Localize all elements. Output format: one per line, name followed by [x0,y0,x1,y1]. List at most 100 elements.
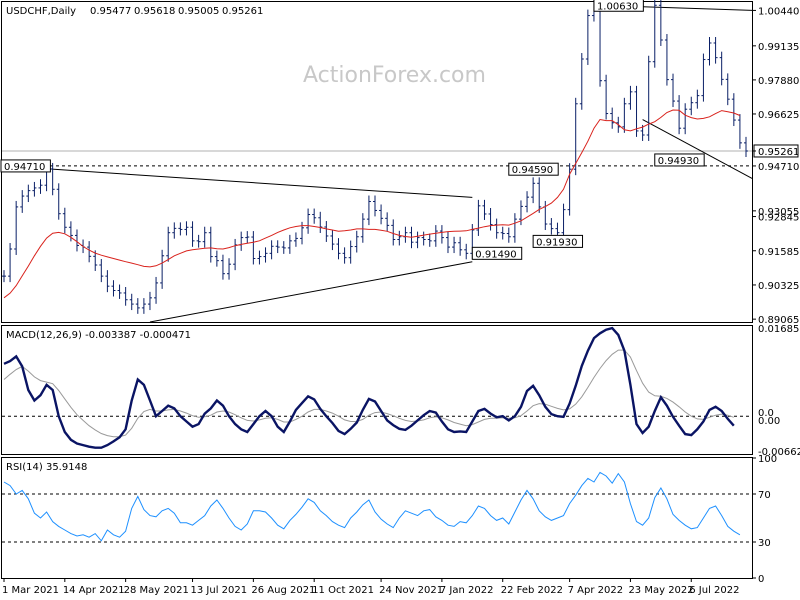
x-tick-label: 1 Mar 2021 [2,585,59,596]
price-bar [677,95,682,135]
price-annotation-text: 1.00630 [597,1,638,12]
macd-y-tick-label: 0.016856 [758,324,800,335]
moving-average-line [3,109,741,299]
price-bar [160,249,165,289]
macd-panel-frame [1,325,753,455]
price-bar [701,53,706,102]
price-bar [87,241,92,263]
price-bar [622,97,627,133]
price-annotation-text: 0.94710 [4,162,45,173]
x-tick-label: 7 Jan 2022 [440,585,494,596]
price-bar [427,233,432,247]
price-bar [202,226,207,248]
price-bar [14,200,19,255]
price-bar [8,243,13,283]
price-bar [658,0,663,46]
price-annotation-box [593,0,644,12]
price-bar [415,231,420,249]
price-annotation-box [0,159,51,173]
price-bar [707,37,712,66]
price-bar [251,231,256,265]
ohlc-open: 0.95477 [90,6,131,17]
price-bar [421,231,426,246]
price-annotation: 0.91490 [471,246,523,260]
price-bar [683,103,688,135]
price-bar [117,284,122,299]
price-bar [628,85,633,110]
x-tick-label: 26 Aug 2021 [251,585,315,596]
x-tick-label: 14 Apr 2021 [63,585,125,596]
price-bar [74,229,79,252]
price-bar [652,0,657,68]
price-bar [391,219,396,246]
price-bar [68,221,73,242]
price-bar [598,0,603,87]
main-panel-frame [1,1,753,323]
price-bar [2,270,6,283]
main-y-tick-label: 0.92845 [758,213,799,224]
rsi-line [3,471,741,542]
price-bar [354,230,359,253]
price-bar [579,53,584,110]
price-bar [129,293,134,311]
ohlc-high: 0.95618 [134,6,175,17]
price-bar [50,162,55,196]
price-bar [38,179,43,194]
price-bar [689,96,694,116]
price-bar [512,213,517,243]
price-bar [585,9,590,65]
price-bar [56,183,61,220]
price-bar [220,254,225,280]
price-bar [281,241,286,254]
x-tick-label: 6 Jul 2022 [689,585,739,596]
macd-line [3,326,735,449]
price-bar [184,221,189,236]
trendline-1 [149,261,473,323]
price-bar [494,218,499,239]
price-bar [646,55,651,141]
price-bar [671,73,676,108]
price-bar [610,107,615,129]
price-bar [744,136,748,157]
price-bar [20,190,25,213]
price-bar [500,226,505,240]
price-bar [506,227,511,243]
price-annotation-box [654,153,705,167]
price-bar [233,238,238,271]
price-bar [452,236,457,254]
main-y-tick-label: 0.99135 [758,42,799,53]
macd-signal-line [3,349,734,438]
trendline-0 [3,165,473,198]
price-bar [245,231,250,244]
x-tick-label: 24 Nov 2021 [379,585,443,596]
price-bar [99,259,104,283]
price-annotation: 0.94710 [0,159,51,173]
macd-y-tick-label: -0.006629 [758,447,800,458]
main-y-tick-label: 0.95261 [758,147,799,158]
price-bar [105,270,110,293]
price-bar [336,238,341,260]
price-bar [306,208,311,234]
price-bar [373,195,377,217]
main-y-tick-label: 0.97880 [758,76,799,87]
price-bar [166,226,171,262]
macd-y-tick-label: 0.0 [758,408,774,419]
price-bar [324,221,329,242]
price-bar [476,199,481,236]
price-bar [385,212,390,232]
main-y-tick-label: 0.94710 [758,162,799,173]
price-bar [62,207,67,234]
price-annotation-box [508,162,559,176]
price-bar [725,73,730,106]
price-annotation: 1.00630 [593,0,644,12]
price-bar [348,240,353,264]
main-y-tick-label: 0.91585 [758,247,799,258]
price-bar [567,163,572,216]
x-tick-label: 11 Oct 2021 [312,585,374,596]
price-bar [178,222,183,236]
price-bar [293,232,298,247]
price-bar [26,184,31,203]
price-bar [257,250,262,265]
price-bar [172,222,177,239]
